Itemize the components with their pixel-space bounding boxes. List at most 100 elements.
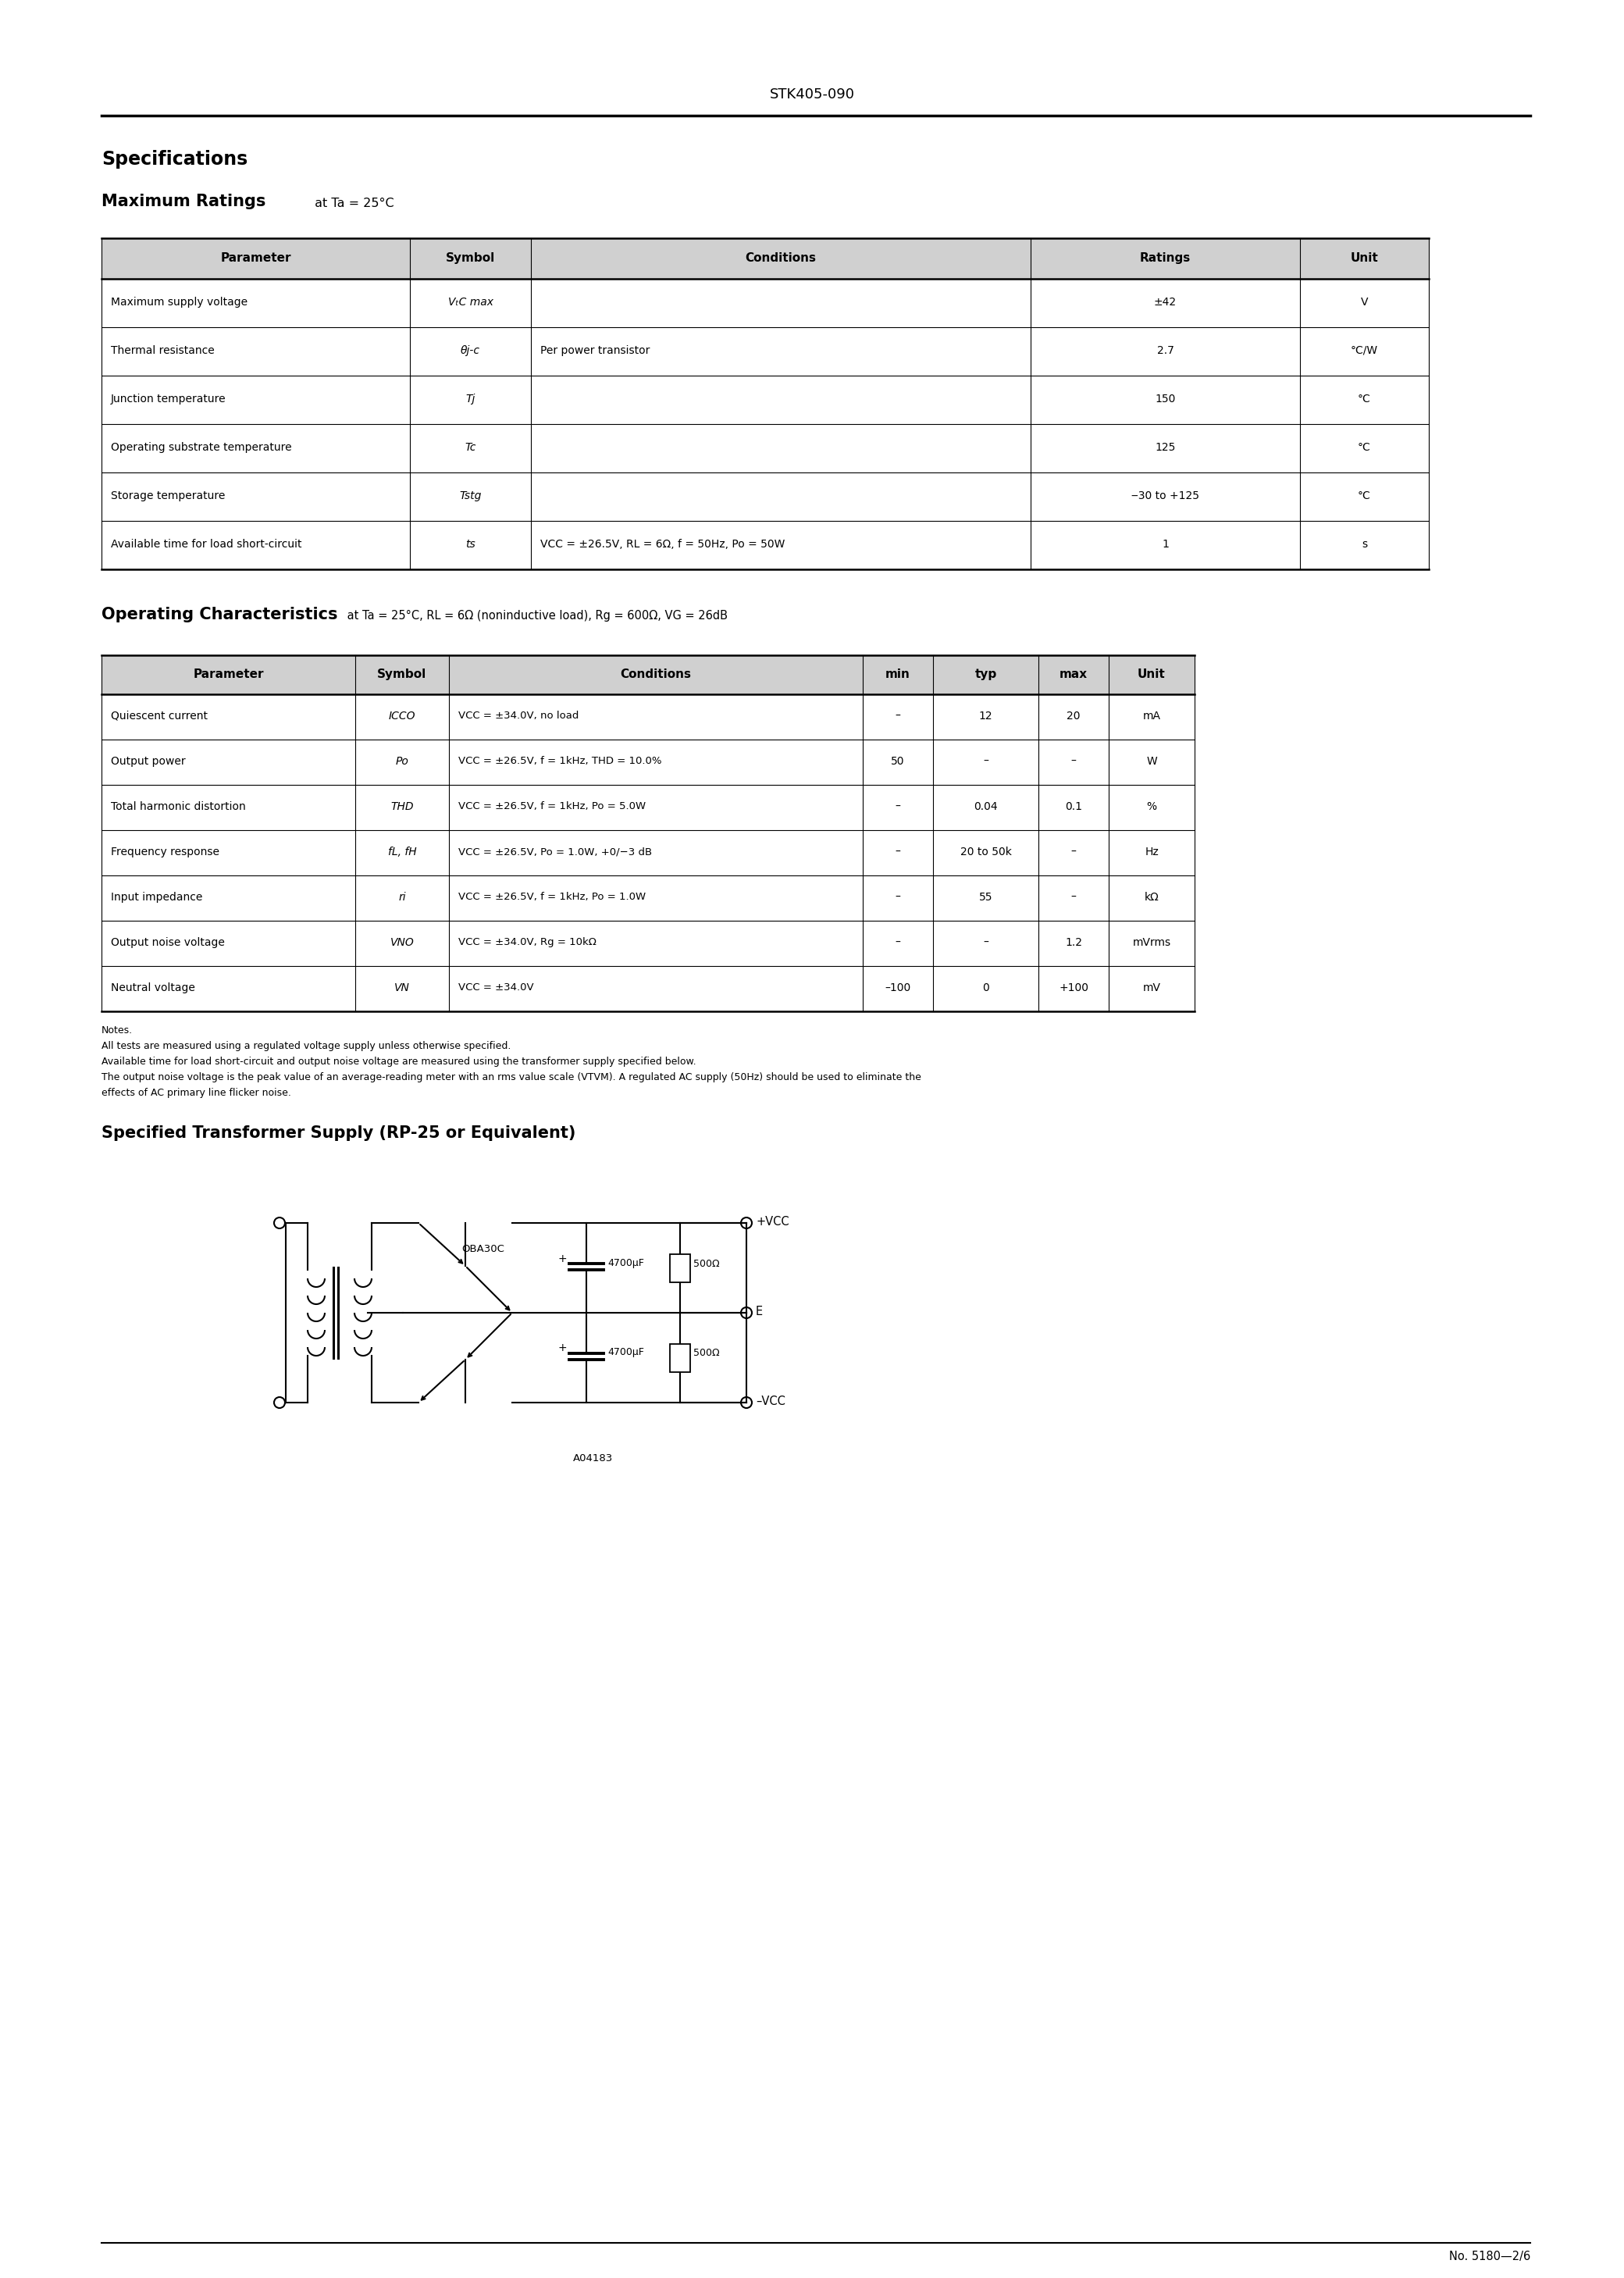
Text: 4700μF: 4700μF: [607, 1257, 645, 1269]
Text: Tc: Tc: [464, 442, 476, 453]
Text: VCC = ±26.5V, f = 1kHz, Po = 5.0W: VCC = ±26.5V, f = 1kHz, Po = 5.0W: [458, 802, 646, 811]
Text: STK405-090: STK405-090: [770, 87, 854, 103]
Text: Specifications: Specifications: [101, 150, 248, 169]
Text: fL, fH: fL, fH: [388, 847, 416, 857]
Text: °C: °C: [1358, 394, 1371, 405]
Text: Total harmonic distortion: Total harmonic distortion: [110, 802, 245, 813]
Text: Storage temperature: Storage temperature: [110, 490, 226, 501]
Text: 0: 0: [983, 982, 989, 993]
Text: 55: 55: [979, 891, 992, 902]
Text: ICCO: ICCO: [388, 711, 416, 722]
Text: Output power: Output power: [110, 756, 185, 768]
Text: Output noise voltage: Output noise voltage: [110, 936, 224, 948]
Bar: [101, 239, 1429, 278]
Text: ±42: ±42: [1155, 296, 1177, 308]
Text: %: %: [1147, 802, 1156, 813]
Text: VCC = ±34.0V, Rg = 10kΩ: VCC = ±34.0V, Rg = 10kΩ: [458, 936, 596, 948]
Text: effects of AC primary line flicker noise.: effects of AC primary line flicker noise…: [101, 1089, 291, 1098]
Text: Conditions: Conditions: [745, 253, 817, 264]
Text: Neutral voltage: Neutral voltage: [110, 982, 195, 993]
Bar: [671, 1344, 690, 1371]
Text: VₜC max: VₜC max: [448, 296, 494, 308]
Text: ri: ri: [398, 891, 406, 902]
Text: Tstg: Tstg: [460, 490, 481, 501]
Text: –: –: [895, 891, 901, 902]
Text: W: W: [1147, 756, 1156, 768]
Text: Maximum supply voltage: Maximum supply voltage: [110, 296, 247, 308]
Text: Quiescent current: Quiescent current: [110, 711, 208, 722]
Text: 4700μF: 4700μF: [607, 1349, 645, 1358]
Text: VCC = ±34.0V: VCC = ±34.0V: [458, 982, 534, 993]
Text: Input impedance: Input impedance: [110, 891, 203, 902]
Text: 12: 12: [979, 711, 992, 722]
Text: –: –: [895, 711, 901, 722]
Text: VCC = ±26.5V, Po = 1.0W, +0/−3 dB: VCC = ±26.5V, Po = 1.0W, +0/−3 dB: [458, 847, 653, 857]
Bar: [671, 1253, 690, 1283]
Text: Tj: Tj: [466, 394, 476, 405]
Text: –: –: [1070, 847, 1077, 857]
Text: –: –: [983, 756, 989, 768]
Text: Available time for load short-circuit: Available time for load short-circuit: [110, 540, 302, 549]
Text: °C: °C: [1358, 490, 1371, 501]
Text: mVrms: mVrms: [1132, 936, 1171, 948]
Text: Unit: Unit: [1351, 253, 1379, 264]
Text: 20 to 50k: 20 to 50k: [960, 847, 1012, 857]
Text: at Ta = 25°C, RL = 6Ω (noninductive load), Rg = 600Ω, VG = 26dB: at Ta = 25°C, RL = 6Ω (noninductive load…: [344, 611, 728, 622]
Text: +: +: [557, 1253, 567, 1264]
Text: typ: typ: [974, 667, 997, 681]
Text: kΩ: kΩ: [1145, 891, 1160, 902]
Text: VCC = ±26.5V, f = 1kHz, Po = 1.0W: VCC = ±26.5V, f = 1kHz, Po = 1.0W: [458, 891, 646, 902]
Text: –: –: [983, 936, 989, 948]
Text: A04183: A04183: [573, 1453, 614, 1462]
Text: 0.04: 0.04: [974, 802, 997, 813]
Text: Junction temperature: Junction temperature: [110, 394, 226, 405]
Text: 0.1: 0.1: [1065, 802, 1082, 813]
Text: VNO: VNO: [390, 936, 414, 948]
Text: max: max: [1059, 667, 1088, 681]
Text: No. 5180—2/6: No. 5180—2/6: [1449, 2251, 1530, 2262]
Text: min: min: [885, 667, 911, 681]
Text: VCC = ±34.0V, no load: VCC = ±34.0V, no load: [458, 711, 578, 720]
Text: OBA30C: OBA30C: [461, 1244, 505, 1255]
Text: 500Ω: 500Ω: [693, 1257, 719, 1269]
Text: The output noise voltage is the peak value of an average-reading meter with an r: The output noise voltage is the peak val…: [101, 1073, 921, 1082]
Text: Operating substrate temperature: Operating substrate temperature: [110, 442, 292, 453]
Text: –: –: [895, 847, 901, 857]
Text: 50: 50: [892, 756, 905, 768]
Text: +: +: [557, 1342, 567, 1353]
Text: VCC = ±26.5V, f = 1kHz, THD = 10.0%: VCC = ±26.5V, f = 1kHz, THD = 10.0%: [458, 756, 661, 765]
Bar: [101, 656, 1195, 695]
Text: Unit: Unit: [1138, 667, 1166, 681]
Text: Maximum Ratings: Maximum Ratings: [101, 194, 266, 210]
Text: °C/W: °C/W: [1351, 346, 1379, 355]
Text: at Ta = 25°C: at Ta = 25°C: [310, 198, 395, 210]
Text: Per power transistor: Per power transistor: [541, 346, 650, 355]
Text: θj-c: θj-c: [461, 346, 481, 355]
Text: 2.7: 2.7: [1156, 346, 1174, 355]
Text: Hz: Hz: [1145, 847, 1158, 857]
Text: 1.2: 1.2: [1065, 936, 1082, 948]
Text: ‒30 to +125: ‒30 to +125: [1132, 490, 1199, 501]
Text: ts: ts: [466, 540, 476, 549]
Text: Symbol: Symbol: [445, 253, 495, 264]
Text: Ratings: Ratings: [1140, 253, 1190, 264]
Text: E: E: [755, 1305, 763, 1317]
Text: Symbol: Symbol: [377, 667, 427, 681]
Text: Parameter: Parameter: [221, 253, 291, 264]
Text: 500Ω: 500Ω: [693, 1349, 719, 1358]
Text: Frequency response: Frequency response: [110, 847, 219, 857]
Text: –100: –100: [885, 982, 911, 993]
Text: °C: °C: [1358, 442, 1371, 453]
Text: Available time for load short-circuit and output noise voltage are measured usin: Available time for load short-circuit an…: [101, 1057, 697, 1066]
Text: +100: +100: [1059, 982, 1088, 993]
Text: –: –: [1070, 756, 1077, 768]
Text: s: s: [1361, 540, 1367, 549]
Text: mV: mV: [1143, 982, 1161, 993]
Text: 20: 20: [1067, 711, 1080, 722]
Text: THD: THD: [391, 802, 414, 813]
Text: 1: 1: [1161, 540, 1169, 549]
Text: VCC = ±26.5V, RL = 6Ω, f = 50Hz, Po = 50W: VCC = ±26.5V, RL = 6Ω, f = 50Hz, Po = 50…: [541, 540, 784, 549]
Text: Conditions: Conditions: [620, 667, 692, 681]
Text: 125: 125: [1155, 442, 1176, 453]
Text: –: –: [895, 802, 901, 813]
